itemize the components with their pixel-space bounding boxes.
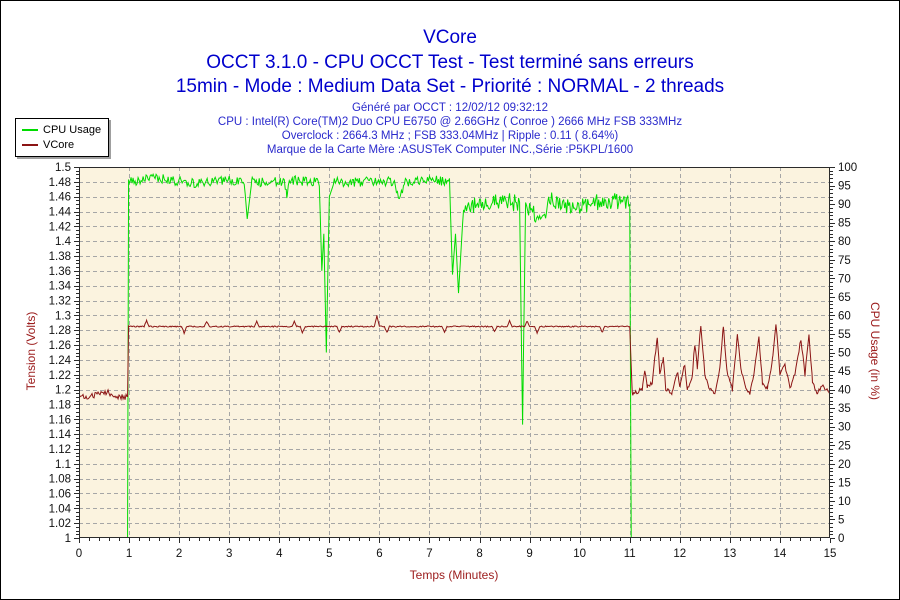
svg-text:1.5: 1.5 bbox=[55, 162, 71, 174]
svg-text:1.42: 1.42 bbox=[49, 221, 71, 233]
svg-text:1: 1 bbox=[65, 533, 71, 545]
svg-text:50: 50 bbox=[838, 348, 851, 360]
info-motherboard: Marque de la Carte Mère :ASUSTeK Compute… bbox=[266, 144, 634, 156]
svg-text:1.44: 1.44 bbox=[49, 207, 72, 219]
svg-text:60: 60 bbox=[838, 310, 851, 322]
svg-text:6: 6 bbox=[376, 548, 382, 560]
svg-text:1.36: 1.36 bbox=[49, 266, 71, 278]
svg-text:100: 100 bbox=[838, 162, 857, 174]
grid-lines bbox=[79, 167, 830, 538]
svg-text:85: 85 bbox=[838, 218, 851, 230]
svg-text:9: 9 bbox=[526, 548, 532, 560]
x-axis-title: Temps (Minutes) bbox=[409, 568, 499, 582]
svg-text:1.28: 1.28 bbox=[49, 325, 71, 337]
svg-text:90: 90 bbox=[838, 199, 851, 211]
svg-text:1: 1 bbox=[126, 548, 132, 560]
svg-text:65: 65 bbox=[838, 292, 851, 304]
svg-text:1.06: 1.06 bbox=[49, 488, 71, 500]
svg-text:0: 0 bbox=[76, 548, 82, 560]
svg-text:12: 12 bbox=[673, 548, 686, 560]
vcore-line-swatch-icon bbox=[22, 143, 38, 146]
svg-text:7: 7 bbox=[426, 548, 432, 560]
svg-text:14: 14 bbox=[774, 548, 787, 560]
svg-text:15: 15 bbox=[824, 548, 837, 560]
svg-text:8: 8 bbox=[476, 548, 482, 560]
svg-text:5: 5 bbox=[838, 514, 844, 526]
svg-text:1.46: 1.46 bbox=[49, 192, 71, 204]
svg-text:11: 11 bbox=[624, 548, 636, 560]
svg-text:1.32: 1.32 bbox=[49, 296, 71, 308]
svg-text:1.2: 1.2 bbox=[55, 385, 71, 397]
svg-text:1.08: 1.08 bbox=[49, 474, 71, 486]
svg-text:80: 80 bbox=[838, 236, 851, 248]
svg-text:1.16: 1.16 bbox=[49, 414, 71, 426]
legend: CPU Usage VCore bbox=[15, 118, 110, 157]
svg-text:1.3: 1.3 bbox=[55, 310, 71, 322]
cpu-usage-line-swatch-icon bbox=[22, 128, 38, 131]
page-title: VCore bbox=[423, 27, 477, 48]
svg-text:15: 15 bbox=[838, 477, 851, 489]
svg-text:40: 40 bbox=[838, 385, 851, 397]
svg-text:13: 13 bbox=[723, 548, 736, 560]
series-line-cpu-usage bbox=[79, 172, 830, 538]
svg-text:1.1: 1.1 bbox=[55, 459, 71, 471]
axes bbox=[74, 167, 835, 543]
svg-text:5: 5 bbox=[326, 548, 332, 560]
svg-text:1.26: 1.26 bbox=[49, 340, 71, 352]
svg-text:35: 35 bbox=[838, 403, 851, 415]
plot-background bbox=[79, 167, 830, 538]
svg-text:1.02: 1.02 bbox=[49, 518, 71, 530]
svg-text:55: 55 bbox=[838, 329, 851, 341]
svg-text:75: 75 bbox=[838, 255, 851, 267]
info-cpu: CPU : Intel(R) Core(TM)2 Duo CPU E6750 @… bbox=[217, 116, 683, 128]
series-line-vcore bbox=[79, 315, 830, 402]
svg-text:10: 10 bbox=[838, 496, 851, 508]
legend-item-cpu-usage: CPU Usage bbox=[22, 122, 101, 137]
legend-item-vcore: VCore bbox=[22, 137, 101, 152]
info-overclock: Overclock : 2664.3 MHz ; FSB 333.04MHz |… bbox=[281, 130, 619, 142]
subtitle-test-result: OCCT 3.1.0 - CPU OCCT Test - Test termin… bbox=[206, 52, 694, 73]
svg-text:2: 2 bbox=[176, 548, 182, 560]
tick-labels: 1.51.481.461.441.421.41.381.361.341.321.… bbox=[49, 162, 858, 560]
svg-text:1.12: 1.12 bbox=[49, 444, 71, 456]
svg-text:1.22: 1.22 bbox=[49, 370, 71, 382]
svg-text:1.18: 1.18 bbox=[49, 399, 71, 411]
legend-label-cpu-usage: CPU Usage bbox=[43, 123, 102, 136]
svg-text:1.4: 1.4 bbox=[55, 236, 72, 248]
svg-text:1.04: 1.04 bbox=[49, 503, 72, 515]
subtitle-test-settings: 15min - Mode : Medium Data Set - Priorit… bbox=[175, 76, 725, 97]
info-generated: Généré par OCCT : 12/02/12 09:32:12 bbox=[351, 102, 549, 114]
svg-text:1.48: 1.48 bbox=[49, 177, 71, 189]
svg-text:3: 3 bbox=[226, 548, 232, 560]
svg-text:95: 95 bbox=[838, 181, 851, 193]
svg-text:45: 45 bbox=[838, 366, 851, 378]
svg-text:25: 25 bbox=[838, 440, 851, 452]
svg-text:4: 4 bbox=[276, 548, 283, 560]
svg-text:1.24: 1.24 bbox=[49, 355, 72, 367]
svg-text:30: 30 bbox=[838, 422, 851, 434]
svg-text:70: 70 bbox=[838, 273, 851, 285]
legend-label-vcore: VCore bbox=[43, 138, 75, 151]
svg-text:10: 10 bbox=[573, 548, 586, 560]
svg-text:1.14: 1.14 bbox=[49, 429, 72, 441]
svg-text:1.38: 1.38 bbox=[49, 251, 71, 263]
svg-text:1.34: 1.34 bbox=[49, 281, 72, 293]
svg-text:20: 20 bbox=[838, 459, 851, 471]
svg-text:0: 0 bbox=[838, 533, 844, 545]
